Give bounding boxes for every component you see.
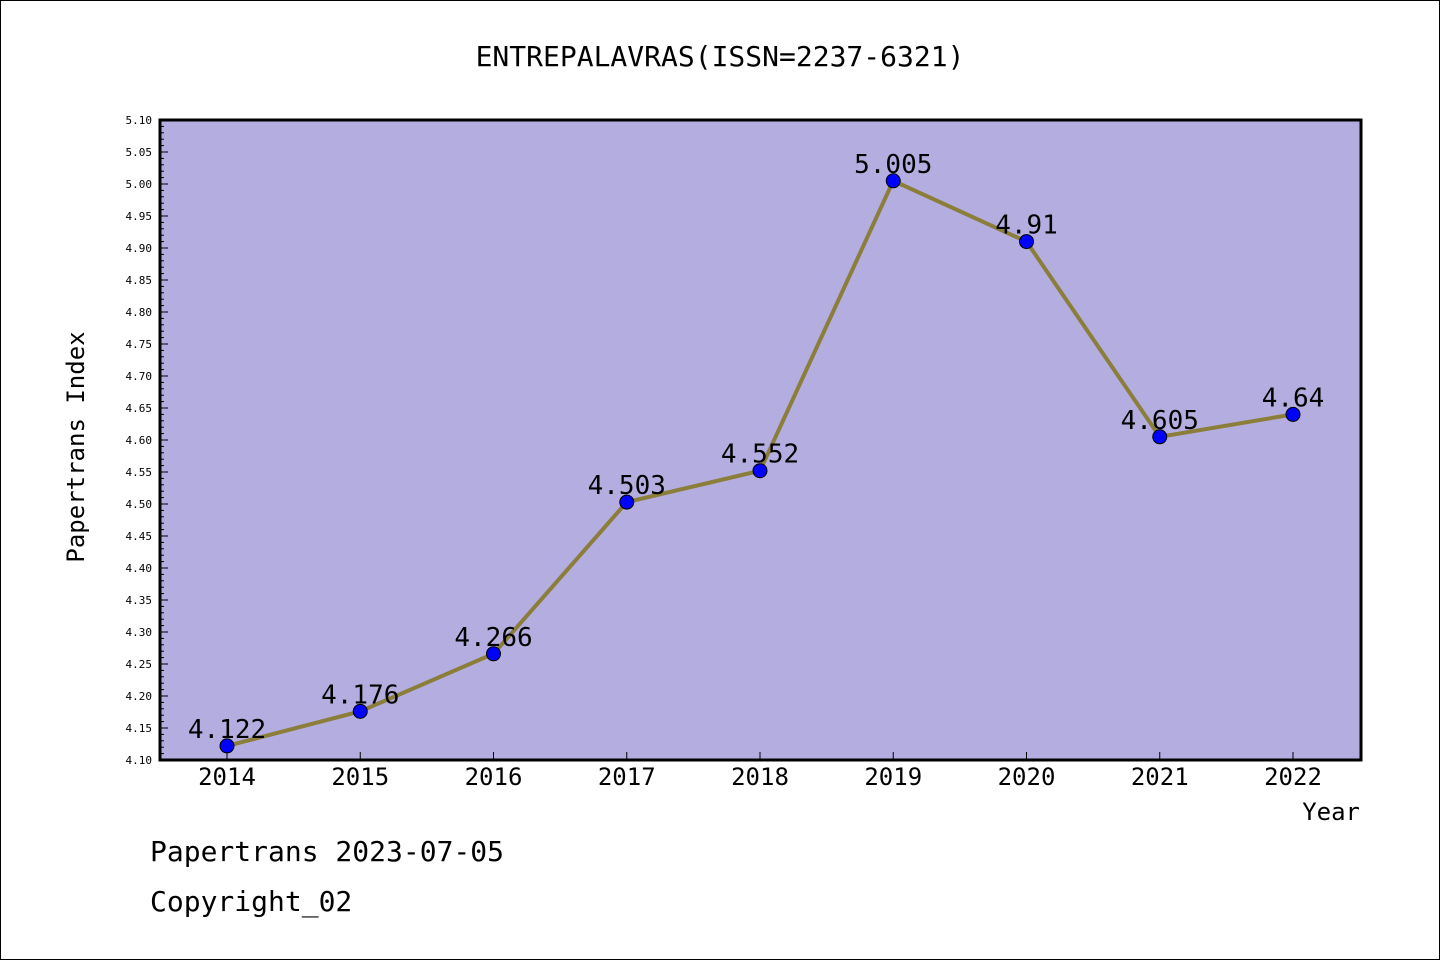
- footer-copyright: Copyright_02: [150, 885, 353, 918]
- x-tick-label: 2019: [864, 763, 922, 791]
- x-tick-label: 2022: [1264, 763, 1322, 791]
- data-point: [486, 646, 501, 662]
- data-label: 4.122: [188, 715, 266, 745]
- data-point: [885, 173, 901, 189]
- x-tick-label: 2016: [465, 763, 523, 791]
- data-point: [619, 494, 635, 510]
- data-label: 4.64: [1262, 383, 1325, 413]
- x-tick-label: 2020: [998, 763, 1056, 791]
- x-tick-label: 2018: [731, 763, 789, 791]
- y-tick-label: 4.75: [126, 338, 153, 351]
- y-tick-label: 4.85: [126, 274, 153, 287]
- data-label: 4.176: [321, 680, 399, 710]
- y-axis-ticks: 4.10 4.15 4.20 4.25 4.30 4.35 4.40 4.45 4.50 4.55…: [126, 114, 168, 767]
- x-tick-label: 2017: [598, 763, 656, 791]
- data-label: 4.605: [1121, 406, 1199, 436]
- y-tick-label: 4.80: [126, 306, 153, 319]
- y-tick-label: 4.25: [126, 658, 153, 671]
- series-layer: 4.122 4.176 4.266 4.503 4.552 5.005 4.91 4.605 4…: [188, 150, 1325, 754]
- y-tick-label: 4.65: [126, 402, 153, 415]
- data-label: 5.005: [854, 150, 932, 180]
- y-tick-label: 4.10: [126, 754, 153, 767]
- y-tick-label: 4.60: [126, 434, 153, 447]
- y-tick-label: 4.55: [126, 466, 153, 479]
- y-axis-label: Papertrans Index: [62, 331, 90, 562]
- y-tick-label: 5.05: [126, 146, 153, 159]
- y-tick-label: 4.30: [126, 626, 153, 639]
- data-label: 4.552: [721, 440, 799, 470]
- x-axis-ticks: 2014 2015 2016 2017 2018 2019 2020 2021 2022: [198, 752, 1322, 791]
- y-tick-label: 4.95: [126, 210, 153, 223]
- y-tick-label: 4.20: [126, 690, 153, 703]
- data-point: [1019, 234, 1034, 250]
- x-tick-label: 2014: [198, 763, 256, 791]
- y-tick-label: 4.40: [126, 562, 153, 575]
- x-axis-label: Year: [1302, 798, 1360, 826]
- data-point: [752, 463, 768, 479]
- x-tick-label: 2021: [1131, 763, 1189, 791]
- data-label: 4.503: [588, 471, 666, 501]
- y-tick-label: 5.10: [126, 114, 153, 127]
- y-tick-label: 4.35: [126, 594, 153, 607]
- data-label: 4.91: [995, 211, 1058, 241]
- data-point: [1152, 429, 1168, 445]
- chart-title: ENTREPALAVRAS(ISSN=2237-6321): [476, 40, 965, 73]
- footer-date: Papertrans 2023-07-05: [150, 835, 505, 868]
- x-tick-label: 2015: [331, 763, 389, 791]
- data-point: [1285, 406, 1301, 422]
- y-tick-label: 4.90: [126, 242, 153, 255]
- data-point: [352, 703, 368, 719]
- y-tick-label: 4.15: [126, 722, 153, 735]
- data-point: [219, 738, 235, 754]
- y-tick-label: 4.45: [126, 530, 153, 543]
- data-label: 4.266: [454, 623, 532, 653]
- y-tick-label: 5.00: [126, 178, 153, 191]
- y-tick-label: 4.70: [126, 370, 153, 383]
- y-tick-label: 4.50: [126, 498, 153, 511]
